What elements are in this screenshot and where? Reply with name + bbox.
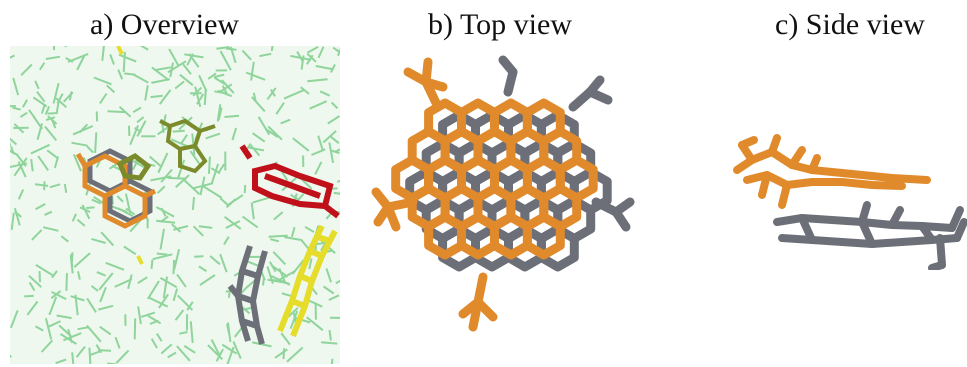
panel-a-title: a) Overview xyxy=(90,8,240,41)
panel-b-title: b) Top view xyxy=(428,8,572,41)
stacked-molecule xyxy=(75,148,157,229)
gray-layer xyxy=(405,110,612,272)
side-view-image xyxy=(722,130,967,270)
olive-molecule xyxy=(159,118,216,174)
orange-branches xyxy=(371,57,498,332)
gray-side-layer xyxy=(773,201,967,270)
gray-branches xyxy=(498,55,635,232)
solvent-molecules xyxy=(10,46,340,364)
red-molecule xyxy=(239,144,340,219)
yellow-molecule xyxy=(277,224,338,338)
orange-side-layer xyxy=(733,134,931,209)
gray-molecule xyxy=(227,245,268,345)
top-view-image xyxy=(368,52,638,342)
side-view-render xyxy=(733,134,967,270)
overview-image xyxy=(10,46,340,364)
top-view-render xyxy=(371,55,635,332)
overview-render xyxy=(10,46,340,364)
panel-c-title: c) Side view xyxy=(775,8,925,41)
orange-layer xyxy=(391,98,598,260)
